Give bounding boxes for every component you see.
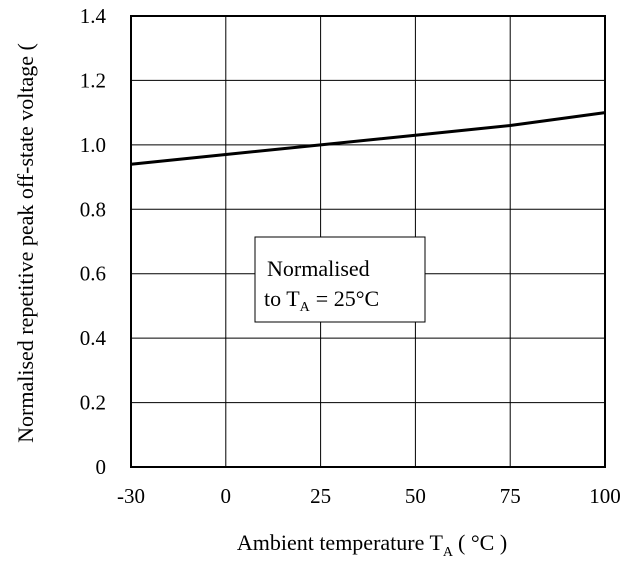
annotation-line2-sub: A xyxy=(300,300,311,315)
y-tick-label: 1.4 xyxy=(80,4,107,28)
x-tick-labels: -30 0 25 50 75 100 xyxy=(117,484,621,508)
series-line xyxy=(130,111,606,166)
x-axis-title-main: Ambient temperature T xyxy=(237,530,444,555)
x-tick-label: 100 xyxy=(589,484,621,508)
x-axis-title: Ambient temperature TA ( °C ) xyxy=(237,530,507,560)
annotation-line2-prefix: to T xyxy=(264,286,300,311)
series-layer xyxy=(130,111,606,166)
y-tick-label: 1.2 xyxy=(80,68,106,92)
x-tick-label: 0 xyxy=(221,484,232,508)
y-axis-title: Normalised repetitive peak off-state vol… xyxy=(13,43,38,443)
annotation-box: Normalised to TA = 25°C xyxy=(254,236,426,323)
x-tick-label: -30 xyxy=(117,484,145,508)
y-tick-label: 0 xyxy=(96,455,107,479)
annotation-line1: Normalised xyxy=(267,256,370,281)
y-tick-label: 0.6 xyxy=(80,262,106,286)
x-axis-title-unit: ( °C ) xyxy=(458,530,507,555)
x-axis-title-sub: A xyxy=(443,545,454,560)
x-tick-label: 50 xyxy=(405,484,426,508)
annotation-line2-suffix: = 25°C xyxy=(316,286,379,311)
plot-frame xyxy=(130,15,606,468)
y-tick-label: 0.2 xyxy=(80,391,106,415)
x-tick-label: 25 xyxy=(310,484,331,508)
y-tick-label: 0.8 xyxy=(80,197,106,221)
y-tick-labels: 0 0.2 0.4 0.6 0.8 1.0 1.2 1.4 xyxy=(80,4,107,479)
y-tick-label: 1.0 xyxy=(80,133,106,157)
annotation-line2: to TA = 25°C xyxy=(264,286,379,315)
x-tick-label: 75 xyxy=(500,484,521,508)
y-tick-label: 0.4 xyxy=(80,326,107,350)
